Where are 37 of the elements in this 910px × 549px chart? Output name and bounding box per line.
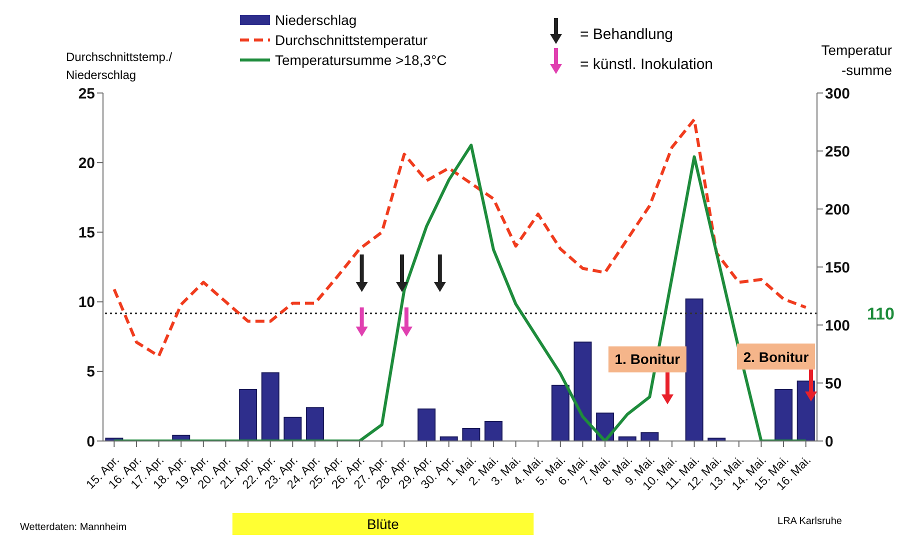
bar <box>484 421 502 441</box>
text: LRA Karlsruhe <box>778 516 842 527</box>
bar <box>551 384 570 441</box>
bar <box>261 372 280 441</box>
y2-tick-label: 150 <box>825 259 850 276</box>
y2-tick-label: 200 <box>825 201 850 218</box>
line-series <box>112 144 808 441</box>
legend-label: Niederschlag <box>275 11 357 30</box>
bar <box>774 388 793 441</box>
y-tick-label: 15 <box>78 224 95 242</box>
bar <box>306 407 324 441</box>
text: Wetterdaten: Mannheim <box>20 522 127 533</box>
y2-tick-label: 300 <box>825 85 850 102</box>
ref-line-label: 110 <box>867 304 894 324</box>
text: = künstl. Inokulation <box>580 56 714 73</box>
bar <box>685 298 704 441</box>
legend-label: Temperatursumme >18,3°C <box>275 51 447 70</box>
y-tick-label: 10 <box>78 294 95 312</box>
y2-tick-label: 100 <box>825 317 850 334</box>
bar <box>239 388 258 441</box>
legend-label: Durchschnittstemperatur <box>275 31 428 50</box>
y2-tick-label: 0 <box>825 433 834 450</box>
bar <box>574 342 592 441</box>
y-axis-title: Durchschnittstemp./ Niederschlag <box>66 49 172 84</box>
y2-tick-label: 250 <box>825 143 850 160</box>
y-tick-label: 25 <box>78 85 95 102</box>
bar <box>640 432 659 441</box>
y-tick-label: 0 <box>86 433 95 450</box>
y-tick-label: 20 <box>78 154 95 172</box>
y2-tick-label: 50 <box>825 375 842 392</box>
bar <box>708 438 726 441</box>
bar <box>284 416 302 441</box>
text: = Behandlung <box>580 26 674 43</box>
bar <box>462 428 480 441</box>
y2-axis-title: Temperatur -summe <box>821 41 892 80</box>
bar <box>418 408 436 441</box>
y-tick-label: 5 <box>86 364 95 381</box>
